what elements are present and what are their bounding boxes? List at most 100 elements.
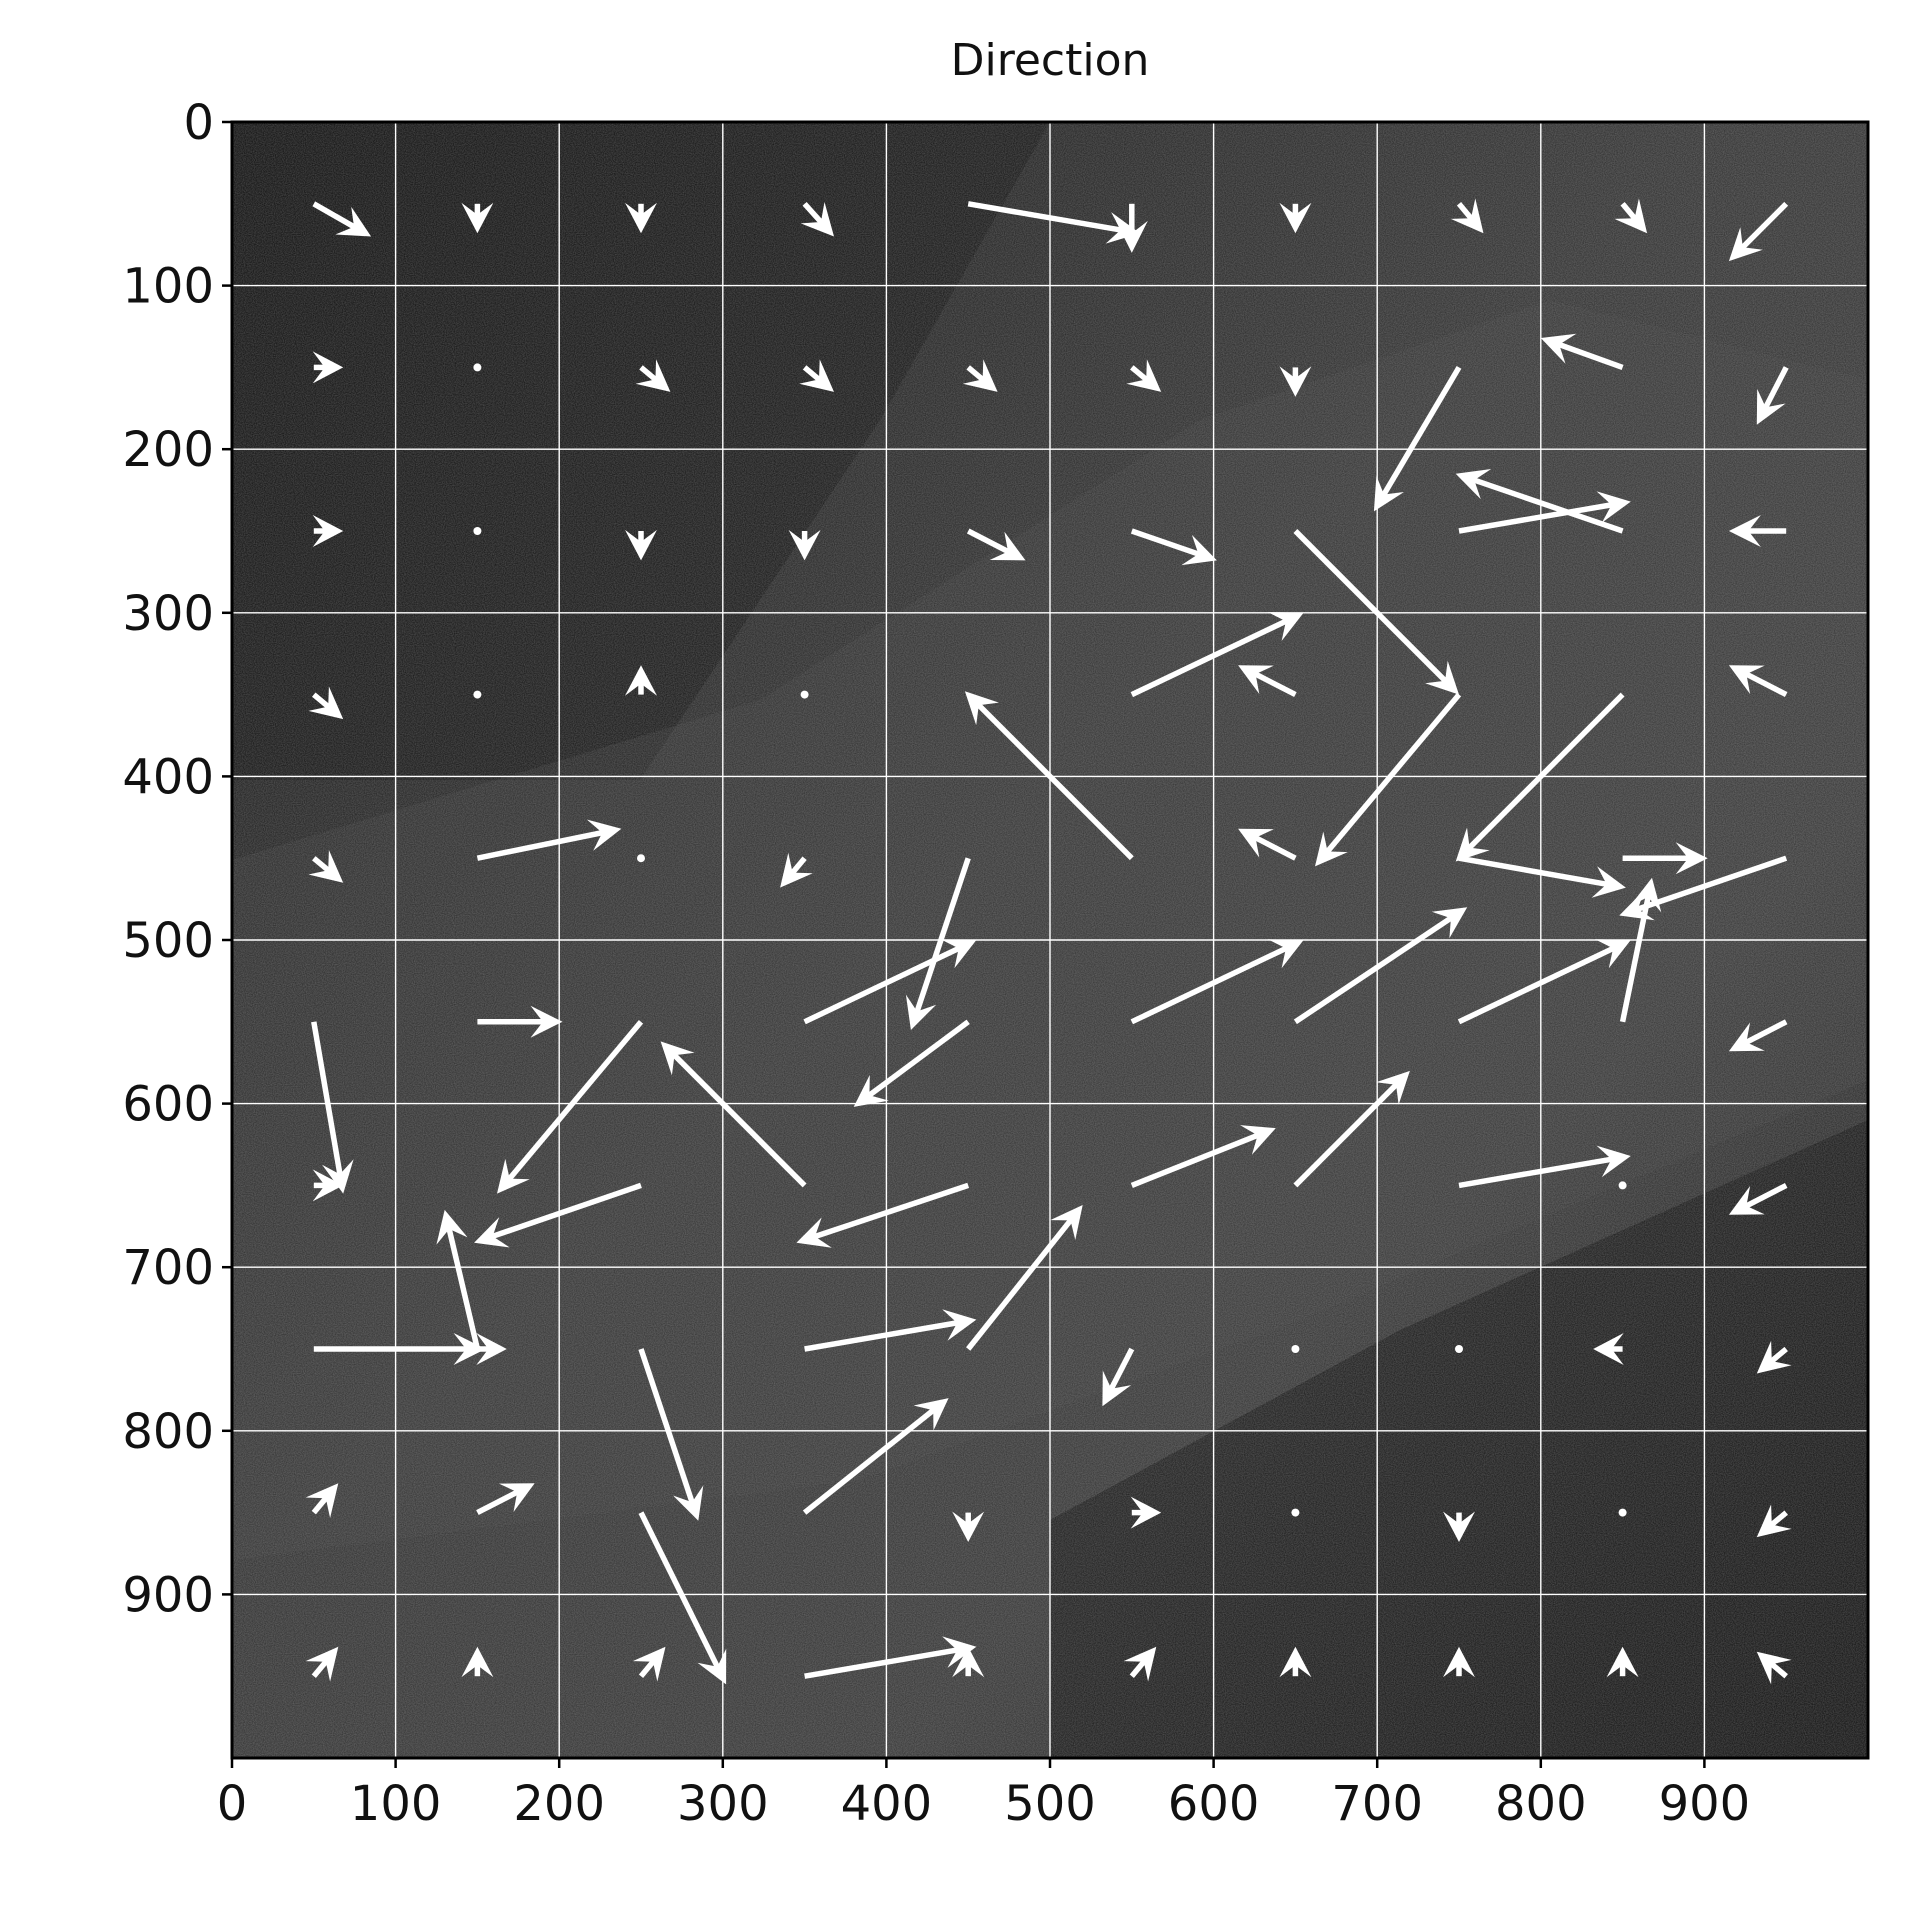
arrow-head (1728, 227, 1763, 262)
arrow-shaft (865, 1019, 970, 1100)
arrow-shaft (1767, 1346, 1788, 1365)
arrow-shaft (1251, 670, 1297, 698)
y-tick-label: 900 (122, 1567, 214, 1623)
arrow-head (1455, 827, 1490, 862)
quiver-arrow (1756, 1504, 1792, 1538)
arrow-shaft (476, 1488, 521, 1516)
arrow-head (697, 1648, 727, 1685)
quiver-arrow (1279, 1646, 1312, 1678)
quiver-arrow (1293, 529, 1459, 695)
arrow-shaft (1458, 501, 1615, 534)
arrow-head (1455, 469, 1492, 500)
arrow-shaft (966, 365, 987, 384)
quiver-arrow (1279, 366, 1312, 397)
arrow-head (625, 202, 657, 234)
quiver-arrow (804, 1309, 977, 1352)
quiver-arrow (905, 857, 971, 1030)
quiver-arrow (1130, 1496, 1162, 1529)
arrow-head (586, 819, 622, 851)
arrow-shaft (1620, 202, 1639, 223)
arrow-head (952, 1511, 985, 1542)
arrow-shaft (1251, 833, 1297, 861)
arrow-shaft (638, 1511, 722, 1671)
quiver-arrow (1373, 366, 1462, 512)
arrow-head (1728, 515, 1761, 547)
arrow-head (799, 359, 834, 392)
quiver-arrow (1756, 1651, 1792, 1685)
arrow-shaft (1767, 1510, 1788, 1529)
quiver-arrow (1126, 359, 1162, 392)
arrow-head (1606, 1646, 1639, 1678)
arrow-shaft (1470, 476, 1624, 534)
quiver-arrow (802, 1398, 949, 1515)
arrow-head (780, 852, 813, 888)
arrow-shaft (1293, 1080, 1400, 1188)
arrow-head (1450, 198, 1484, 234)
quiver-arrow (305, 1483, 339, 1518)
arrow-head (335, 206, 372, 237)
quiver-arrow (474, 1182, 642, 1248)
quiver-arrow (1130, 612, 1304, 698)
quiver-arrow (1455, 692, 1625, 862)
y-tick-label: 400 (122, 749, 214, 805)
arrow-shaft (1130, 528, 1202, 558)
arrow-head (461, 202, 494, 234)
quiver-arrow (476, 1333, 507, 1365)
y-tick-label: 200 (122, 422, 214, 478)
quiver-arrow (311, 1021, 354, 1194)
quiver-arrow (964, 691, 1134, 861)
arrow-shaft (1129, 1657, 1148, 1678)
quiver-arrow (1619, 877, 1662, 1023)
zero-vector-dot (637, 854, 645, 863)
quiver-arrow (1728, 665, 1788, 698)
arrow-shaft (1742, 1182, 1788, 1210)
x-tick-label: 600 (1168, 1776, 1260, 1832)
quiver-arrow (966, 1205, 1083, 1351)
quiver-arrow (625, 529, 657, 561)
arrow-head (942, 1636, 977, 1668)
arrow-head (1181, 534, 1217, 566)
arrow-shaft (1458, 1156, 1615, 1189)
zero-vector-dot (473, 690, 482, 699)
arrow-head (497, 1158, 530, 1194)
y-tick-label: 100 (122, 259, 214, 315)
arrow-head (1315, 831, 1348, 867)
quiver-arrow (312, 1169, 344, 1202)
x-tick-label: 800 (1495, 1776, 1587, 1832)
quiver-arrow (1458, 491, 1631, 534)
arrow-shaft (311, 1494, 330, 1515)
arrow-head (1130, 1496, 1162, 1529)
arrow-head (853, 1074, 889, 1107)
y-tick-label: 800 (122, 1404, 214, 1460)
x-tick-label: 200 (513, 1776, 605, 1832)
zero-vector-dot (473, 363, 482, 372)
arrow-shaft (312, 692, 333, 711)
quiver-arrow (1606, 1646, 1639, 1678)
grid (232, 122, 1868, 1758)
arrow-shaft (476, 829, 606, 861)
arrow-shaft (1456, 202, 1475, 223)
arrow-head (1267, 612, 1304, 641)
arrow-head (1431, 907, 1468, 939)
arrow-shaft (811, 1182, 970, 1240)
quiver-arrow (1622, 842, 1708, 875)
arrow-head (1443, 1511, 1475, 1542)
y-tick-label: 500 (122, 913, 214, 969)
arrow-shaft (1767, 1660, 1788, 1679)
quiver-arrow (1238, 665, 1297, 698)
quiver-arrow (1123, 1646, 1157, 1682)
arrow-shaft (804, 1319, 961, 1352)
arrow-shaft (311, 1021, 344, 1178)
quiver-arrow (1130, 939, 1304, 1025)
arrow-head (1675, 842, 1708, 875)
arrow-shaft (1738, 201, 1789, 252)
quiver-arrow (1593, 1333, 1624, 1365)
quiver-arrow (853, 1019, 970, 1107)
arrow-head (1595, 939, 1631, 969)
arrow-head (635, 359, 671, 392)
arrow-shaft (1465, 692, 1625, 852)
arrow-head (1619, 889, 1655, 921)
arrow-head (1591, 866, 1626, 898)
arrow-shaft (1742, 1019, 1788, 1047)
